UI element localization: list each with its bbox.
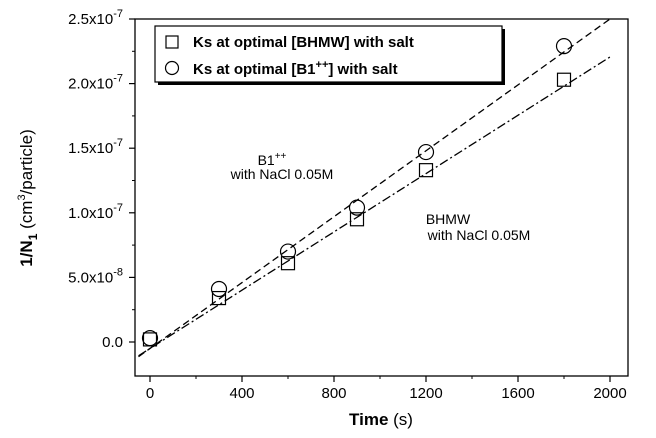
data-point-b1 (417, 143, 435, 161)
legend-entry-bhmw: Ks at optimal [BHMW] with salt (193, 34, 414, 51)
annotation-bhmw: BHMW with NaCl 0.05M (426, 211, 531, 243)
y-axis-ticks: 0.0 5.0x10-8 1.0x10-7 1.5x10-7 2.0x10-7 2.5x1… (68, 8, 135, 351)
annotation-b1-detail: with NaCl 0.05M (230, 166, 334, 182)
legend-box (154, 25, 503, 83)
data-point-bhmw (211, 290, 227, 306)
annotation-b1: B1++ with NaCl 0.05M (230, 151, 334, 182)
legend-circle-marker (164, 60, 180, 76)
data-point-b1 (210, 280, 228, 298)
y-tick-label: 5.0x10-8 (68, 266, 123, 286)
x-axis-title: Time (s) (349, 410, 413, 429)
x-tick-label: 0 (146, 385, 154, 402)
data-point-bhmw (418, 163, 434, 178)
y-tick-label: 0.0 (102, 334, 123, 351)
data-point-b1 (348, 199, 366, 216)
plot-frame (134, 18, 629, 377)
data-point-bhmw (280, 256, 296, 271)
y-tick-label: 1.5x10-7 (68, 137, 123, 157)
y-axis-title: 1/N1 (cm3/particle) (16, 129, 40, 267)
x-tick-label: 1600 (501, 385, 534, 402)
y-tick-label: 2.0x10-7 (68, 73, 123, 93)
fit-lines (138, 19, 611, 358)
annotation-bhmw-title: BHMW (426, 211, 471, 227)
legend: Ks at optimal [BHMW] with salt Ks at opt… (154, 25, 505, 85)
annotation-b1-title: B1++ (258, 151, 287, 168)
data-markers (141, 38, 573, 347)
x-tick-label: 800 (321, 385, 346, 402)
data-point-b1 (555, 38, 573, 55)
x-tick-label: 2000 (593, 385, 626, 402)
x-tick-label: 1200 (409, 385, 442, 402)
annotation-bhmw-detail: with NaCl 0.05M (427, 227, 531, 243)
x-tick-label: 400 (229, 385, 254, 402)
data-point-bhmw (556, 72, 572, 87)
legend-entry-b1: Ks at optimal [B1++] with salt (193, 59, 398, 78)
legend-square-marker (165, 35, 179, 49)
fit-line-b1 (138, 19, 611, 358)
data-point-b1 (141, 330, 159, 347)
data-point-bhmw (349, 212, 365, 227)
y-tick-label: 1.0x10-7 (68, 202, 123, 222)
x-axis-ticks: 0 400 800 1200 1600 2000 (146, 376, 627, 402)
fit-line-bhmw (138, 56, 611, 357)
y-tick-label: 2.5x10-7 (68, 8, 123, 28)
data-point-b1 (279, 243, 297, 260)
